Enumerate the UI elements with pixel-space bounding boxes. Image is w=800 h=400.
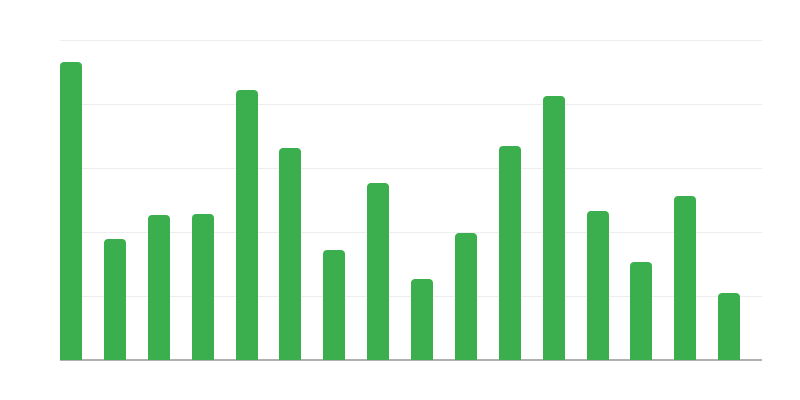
- gridline-40: [60, 104, 762, 105]
- bar-14: [630, 262, 653, 360]
- bar-4: [191, 214, 214, 360]
- bar-slot-16: [718, 40, 762, 360]
- bar-slot-11: [498, 40, 543, 360]
- bar-slot-15: [674, 40, 718, 360]
- bar-slot-12: [542, 40, 587, 360]
- bar-6: [279, 148, 302, 360]
- bar-slot-2: [103, 40, 148, 360]
- bar-15: [674, 196, 697, 360]
- bar-slot-4: [191, 40, 236, 360]
- bar-13: [586, 210, 609, 360]
- bar-series: [60, 40, 762, 360]
- bar-slot-7: [323, 40, 367, 360]
- bar-1: [60, 61, 82, 360]
- gridline-20: [60, 232, 762, 233]
- bar-16: [718, 293, 741, 360]
- bar-slot-3: [147, 40, 192, 360]
- bar-slot-8: [367, 40, 411, 360]
- bar-chart-plot-area: [60, 40, 762, 361]
- bar-3: [147, 214, 170, 360]
- bar-10: [454, 233, 477, 360]
- bar-11: [498, 146, 521, 360]
- bar-5: [235, 89, 258, 360]
- bar-slot-5: [235, 40, 280, 360]
- gridline-30: [60, 168, 762, 169]
- bar-slot-6: [279, 40, 323, 360]
- gridline-50: [60, 40, 762, 41]
- bar-slot-13: [586, 40, 631, 360]
- bar-8: [367, 182, 390, 360]
- x-axis-baseline: [60, 359, 762, 361]
- bar-slot-9: [411, 40, 455, 360]
- bar-slot-1: [60, 40, 104, 360]
- bar-7: [323, 249, 346, 360]
- bar-2: [103, 239, 126, 360]
- bar-12: [542, 95, 565, 360]
- bar-slot-14: [630, 40, 674, 360]
- bar-slot-10: [454, 40, 499, 360]
- bar-9: [411, 278, 433, 360]
